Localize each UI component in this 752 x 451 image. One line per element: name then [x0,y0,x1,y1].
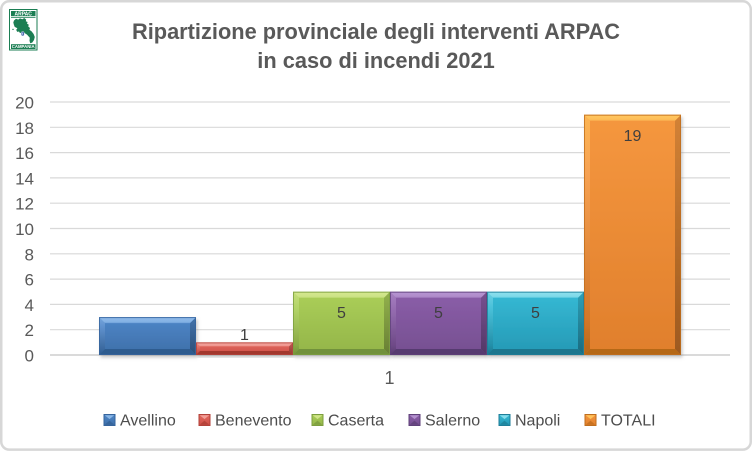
svg-text:Napoli: Napoli [515,413,560,430]
svg-text:Salerno: Salerno [425,413,480,430]
svg-text:5: 5 [337,305,346,322]
svg-text:19: 19 [624,128,642,145]
svg-text:Benevento: Benevento [215,413,292,430]
svg-text:in caso di incendi 2021: in caso di incendi 2021 [257,48,494,73]
svg-text:ARPAC: ARPAC [14,12,32,18]
svg-text:4: 4 [25,296,34,315]
svg-text:6: 6 [25,271,34,290]
svg-text:1: 1 [240,327,249,344]
svg-text:5: 5 [531,305,540,322]
svg-text:10: 10 [15,220,34,239]
svg-text:14: 14 [15,169,34,188]
svg-text:TOTALI: TOTALI [601,413,656,430]
svg-text:0: 0 [25,347,34,366]
svg-text:Caserta: Caserta [328,413,384,430]
svg-text:5: 5 [434,305,443,322]
svg-text:CAMPANIA: CAMPANIA [12,44,35,49]
svg-text:12: 12 [15,195,34,214]
svg-text:20: 20 [15,94,34,113]
svg-text:1: 1 [384,368,394,388]
svg-text:8: 8 [25,245,34,264]
svg-text:18: 18 [15,119,34,138]
svg-text:Ripartizione provinciale degli: Ripartizione provinciale degli intervent… [132,19,620,44]
svg-text:Avellino: Avellino [120,413,176,430]
svg-text:2: 2 [25,321,34,340]
svg-text:16: 16 [15,144,34,163]
